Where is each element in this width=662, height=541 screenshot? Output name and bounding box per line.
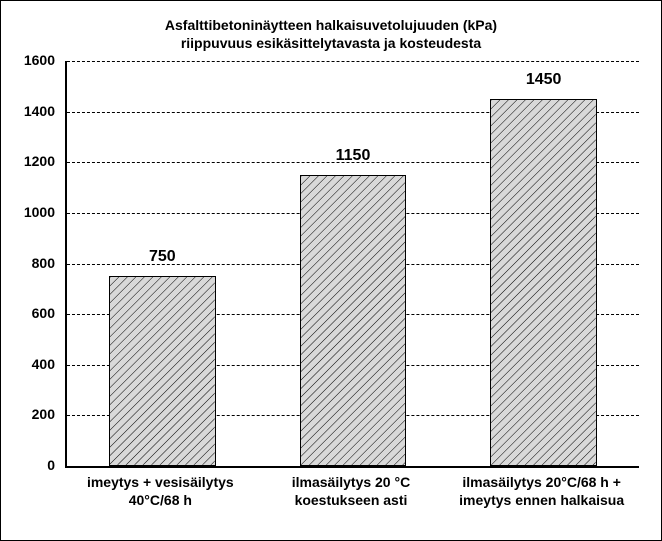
x-axis-label-line2: 40°C/68 h <box>65 492 256 510</box>
x-axis-label: ilmasäilytys 20°C/68 h +imeytys ennen ha… <box>446 474 637 509</box>
bar <box>109 276 216 466</box>
bar <box>490 99 597 466</box>
x-axis-label-line2: imeytys ennen halkaisua <box>446 492 637 510</box>
bar-value-label: 1150 <box>300 147 407 165</box>
bar <box>300 175 407 466</box>
x-axis-label-line1: ilmasäilytys 20°C/68 h + <box>446 474 637 492</box>
y-axis-tick: 0 <box>1 457 55 473</box>
y-axis-tick: 200 <box>1 406 55 422</box>
chart-frame: Asfalttibetoninäytteen halkaisuvetolujuu… <box>0 0 662 541</box>
x-axis-label: ilmasäilytys 20 °Ckoestukseen asti <box>256 474 447 509</box>
y-axis-tick: 1600 <box>1 52 55 68</box>
y-axis-tick: 800 <box>1 255 55 271</box>
bar-hatch <box>301 176 406 465</box>
y-axis-tick: 1200 <box>1 153 55 169</box>
x-axis-label-line1: imeytys + vesisäilytys <box>65 474 256 492</box>
x-axis-label-line1: ilmasäilytys 20 °C <box>256 474 447 492</box>
bar-hatch <box>491 100 596 465</box>
bar-value-label: 1450 <box>490 71 597 89</box>
x-axis-label-line2: koestukseen asti <box>256 492 447 510</box>
y-axis-tick: 1400 <box>1 103 55 119</box>
plot-area: 750 1150 1450 <box>65 61 639 468</box>
bar-value-label: 750 <box>109 248 216 266</box>
x-axis-label: imeytys + vesisäilytys40°C/68 h <box>65 474 256 509</box>
grid-line <box>67 61 639 62</box>
y-axis-tick: 600 <box>1 305 55 321</box>
y-axis-tick: 1000 <box>1 204 55 220</box>
chart-area: 750 1150 1450 0 200 400 600 800 1000 1200 1400 160… <box>1 1 661 540</box>
bar-hatch <box>110 277 215 465</box>
y-axis-tick: 400 <box>1 356 55 372</box>
